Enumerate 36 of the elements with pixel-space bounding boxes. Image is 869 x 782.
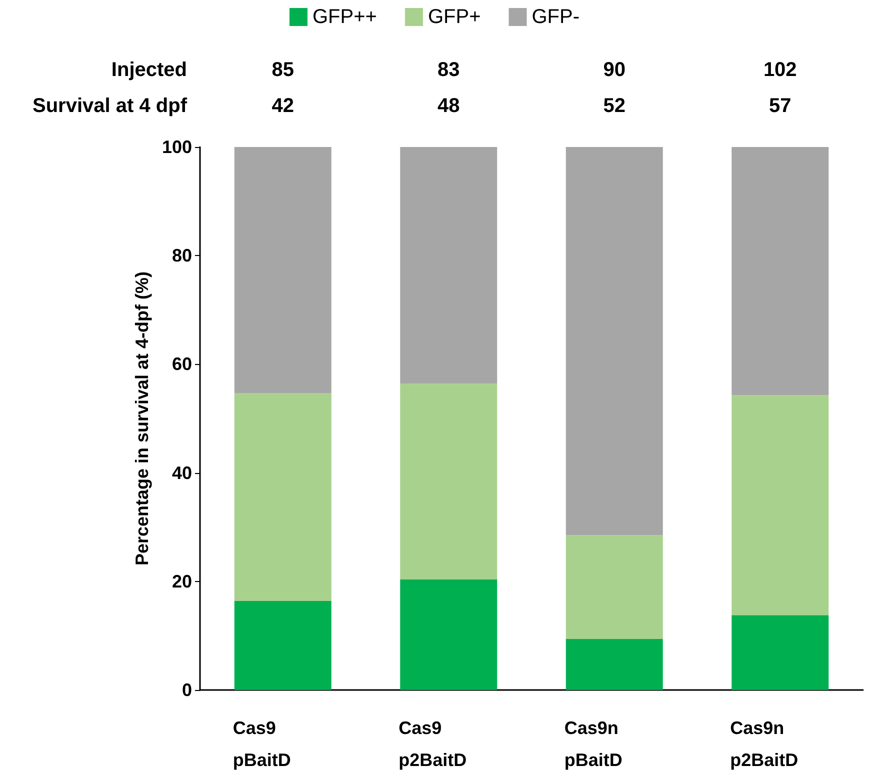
bar <box>234 392 332 601</box>
y-tick-label: 60 <box>172 354 192 374</box>
bar <box>732 147 829 396</box>
bar <box>234 600 332 690</box>
y-tick-label: 80 <box>172 246 192 266</box>
bar <box>732 395 829 616</box>
x-tick-label: Cas9 p2BaitD <box>398 718 467 770</box>
legend-label: GFP- <box>532 6 580 28</box>
legend-label: GFP+ <box>428 6 481 28</box>
bar <box>400 384 498 580</box>
bar <box>566 638 663 690</box>
y-tick-label: 40 <box>172 462 192 483</box>
bar <box>234 147 332 393</box>
y-tick-label: 0 <box>182 680 192 700</box>
text: 48 <box>438 95 460 117</box>
bar <box>400 579 498 690</box>
bar <box>400 147 498 384</box>
text: 42 <box>272 95 294 117</box>
y-axis-title: Percentage in survival at 4-dpf (%) <box>132 271 152 566</box>
legend-label: GFP++ <box>312 6 377 28</box>
text: 85 <box>272 59 294 81</box>
bar <box>566 535 663 639</box>
text: 102 <box>763 59 797 81</box>
bar <box>732 615 829 690</box>
bar <box>566 147 663 536</box>
x-tick-label: Cas9n p2BaitD <box>730 718 798 770</box>
text: 57 <box>769 95 792 117</box>
x-tick-label: Cas9n pBaitD <box>564 718 622 770</box>
text: 52 <box>603 95 626 117</box>
x-tick-label: Cas9 pBaitD <box>232 718 291 770</box>
text: Survival at 4 dpf <box>32 95 188 117</box>
y-tick-label: 100 <box>162 137 192 157</box>
y-tick-label: 20 <box>172 571 192 592</box>
text: Injected <box>111 59 187 81</box>
text: 90 <box>603 59 626 81</box>
text: 83 <box>438 59 460 81</box>
